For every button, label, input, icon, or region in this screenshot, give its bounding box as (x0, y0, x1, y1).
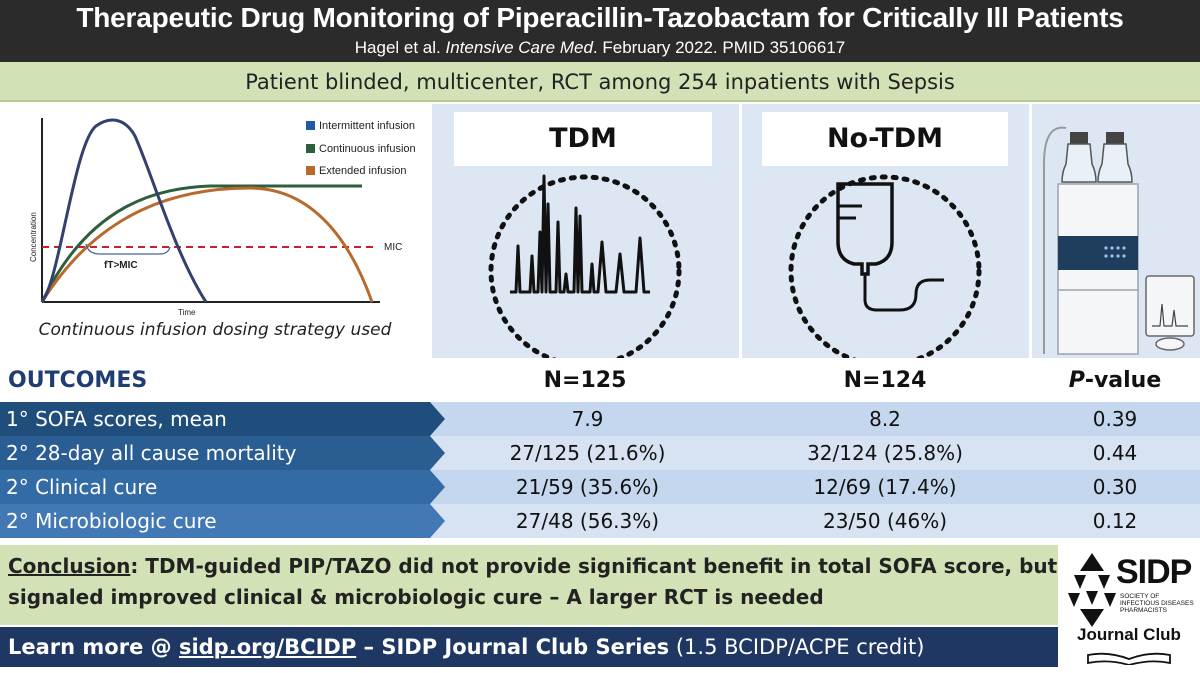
iv-bag-illustration (788, 174, 982, 358)
table-row: 2° Microbiologic cure 27/48 (56.3%) 23/5… (0, 504, 1200, 538)
p-suffix: -value (1084, 368, 1162, 393)
footer-series: – SIDP Journal Club Series (356, 635, 670, 659)
solvent-bottle-icon (1061, 143, 1097, 183)
p-value: 0.30 (1092, 475, 1138, 499)
footer-banner: Learn more @ sidp.org/BCIDP – SIDP Journ… (0, 627, 1058, 667)
conclusion-label: Conclusion (8, 554, 131, 578)
panel-divider (429, 104, 432, 358)
hplc-panel-icon (1058, 236, 1138, 270)
sidp-logo: SIDP SOCIETY OF INFECTIOUS DISEASES PHAR… (1062, 545, 1196, 669)
tdm-value: 21/59 (35.6%) (515, 475, 660, 499)
monitor-icon (1145, 275, 1195, 337)
page-title: Therapeutic Drug Monitoring of Piperacil… (76, 2, 1124, 33)
x-axis-label: Time (178, 308, 196, 317)
citation-authors: Hagel et al. (354, 38, 441, 57)
notdm-n-header: N=124 (843, 368, 927, 393)
outcome-label: 2° Microbiologic cure (0, 504, 445, 538)
legend-swatch (306, 144, 315, 153)
citation-journal: Intensive Care Med (445, 38, 593, 57)
table-row: 1° SOFA scores, mean 7.9 8.2 0.39 (0, 402, 1200, 436)
graph-caption: Continuous infusion dosing strategy used (38, 320, 392, 340)
pk-graph-panel: fT>MIC MIC Time Concentration Intermitte… (0, 104, 430, 358)
tdm-value: 27/125 (21.6%) (509, 441, 666, 465)
outcomes-header: OUTCOMES (8, 368, 148, 393)
chromatogram-illustration (488, 174, 682, 358)
monitor-trace (1152, 303, 1188, 327)
y-axis-label: Concentration (29, 212, 38, 262)
tdm-n-header: N=125 (543, 368, 627, 393)
logo-society: SOCIETY OF INFECTIOUS DISEASES PHARMACIS… (1120, 593, 1194, 614)
chromatogram-peaks (510, 174, 650, 294)
tdm-value: 7.9 (571, 407, 604, 431)
notdm-value: 8.2 (869, 407, 901, 431)
footer-credit: (1.5 BCIDP/ACPE credit) (669, 635, 925, 659)
legend-item-extended: Extended infusion (306, 165, 406, 177)
legend-label: Continuous infusion (319, 143, 416, 155)
title-banner: Therapeutic Drug Monitoring of Piperacil… (0, 0, 1200, 62)
notdm-value: 23/50 (46%) (822, 509, 948, 533)
p-letter: P (1068, 368, 1085, 393)
footer-prefix: Learn more @ (8, 635, 179, 659)
sidp-link[interactable]: sidp.org/BCIDP (178, 635, 357, 659)
panel-divider (739, 104, 742, 358)
notdm-value: 12/69 (17.4%) (813, 475, 957, 499)
bottle-cap-icon (1070, 132, 1088, 144)
outcome-label: 1° SOFA scores, mean (0, 402, 445, 436)
legend-item-intermittent: Intermittent infusion (306, 120, 415, 132)
citation: Hagel et al. Intensive Care Med. Februar… (0, 38, 1200, 58)
conclusion-text: : TDM-guided PIP/TAZO did not provide si… (8, 554, 1058, 609)
legend-label: Extended infusion (319, 165, 407, 177)
intermittent-infusion-curve (40, 118, 208, 303)
p-value: 0.12 (1092, 509, 1138, 533)
ft-mic-label: fT>MIC (104, 260, 138, 271)
outcome-label: 2° 28-day all cause mortality (0, 436, 445, 470)
logo-subtitle: Journal Club (1077, 625, 1181, 644)
open-book-icon (1087, 652, 1171, 665)
legend-swatch (306, 121, 315, 130)
dotted-circle (488, 174, 682, 358)
outcomes-table: OUTCOMES N=125 N=124 P-value 1° SOFA sco… (0, 360, 1200, 540)
outcome-label: 2° Clinical cure (0, 470, 445, 504)
legend-label: Intermittent infusion (319, 120, 415, 132)
tdm-label: TDM (454, 112, 712, 166)
hplc-tubing (1043, 126, 1067, 354)
dotted-circle (788, 174, 982, 358)
notdm-label: No-TDM (762, 112, 1008, 166)
legend-item-continuous: Continuous infusion (306, 143, 416, 155)
mouse-icon (1155, 337, 1185, 351)
bottle-cap-icon (1106, 132, 1124, 144)
iv-bag-icon (836, 182, 894, 276)
p-value-header: P-value (1030, 360, 1200, 400)
p-value: 0.44 (1092, 441, 1138, 465)
mic-label: MIC (384, 242, 402, 253)
p-value: 0.39 (1092, 407, 1138, 431)
legend-swatch (306, 166, 315, 175)
logo-name: SIDP (1116, 553, 1192, 591)
tdm-value: 27/48 (56.3%) (515, 509, 660, 533)
notdm-group-panel: No-TDM (740, 104, 1030, 358)
extended-infusion-curve (40, 186, 374, 303)
conclusion-box: Conclusion: TDM-guided PIP/TAZO did not … (0, 545, 1058, 625)
table-row: 2° Clinical cure 21/59 (35.6%) 12/69 (17… (0, 470, 1200, 504)
study-design-banner: Patient blinded, multicenter, RCT among … (0, 62, 1200, 102)
sidp-emblem-icon (1068, 553, 1116, 627)
citation-details: . February 2022. PMID 35106617 (592, 38, 846, 57)
continuous-infusion-curve (40, 184, 362, 303)
hplc-panel (1030, 104, 1200, 358)
solvent-bottle-icon (1097, 143, 1133, 183)
panel-divider (1029, 104, 1032, 358)
pk-concentration-graph: fT>MIC MIC Time Concentration (29, 118, 402, 317)
hplc-instrument-illustration (1043, 126, 1195, 355)
table-row: 2° 28-day all cause mortality 27/125 (21… (0, 436, 1200, 470)
iv-tubing (863, 274, 944, 312)
tdm-group-panel: TDM (430, 104, 740, 358)
ft-mic-bracket (85, 243, 171, 255)
notdm-value: 32/124 (25.8%) (807, 441, 963, 465)
